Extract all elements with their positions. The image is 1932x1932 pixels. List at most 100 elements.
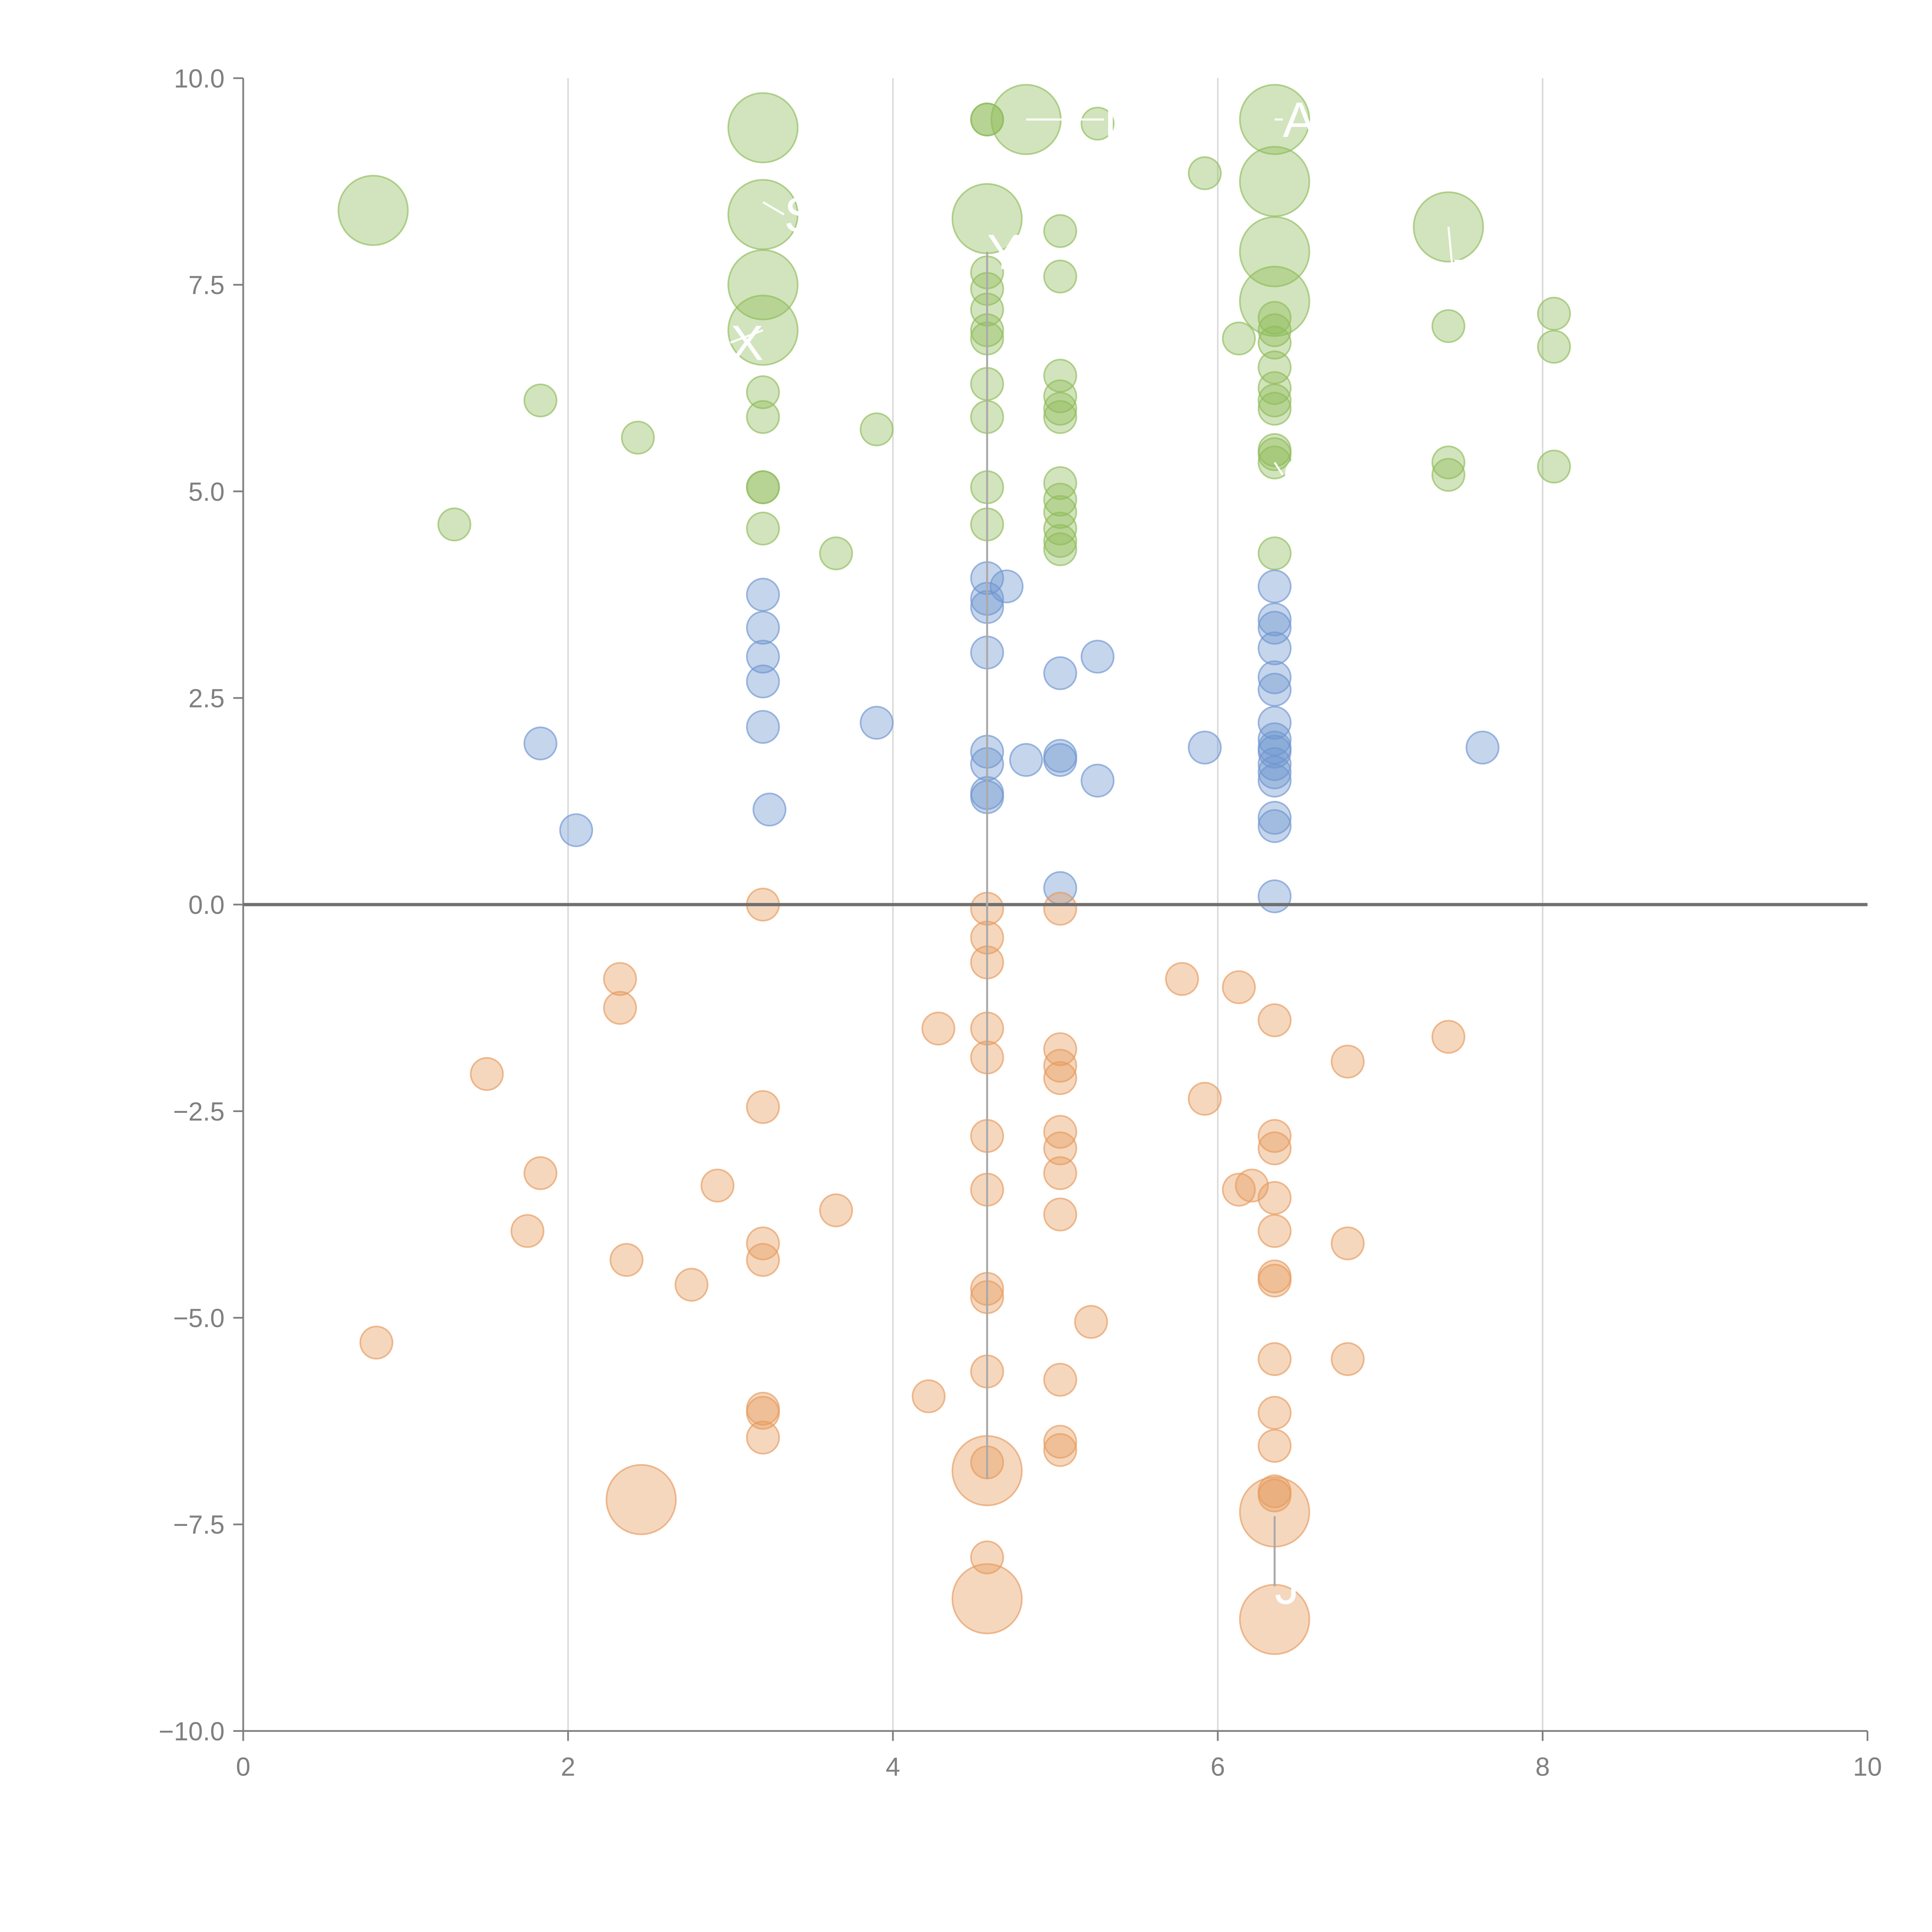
- green-bubble: [1188, 156, 1222, 190]
- blue-bubble: [746, 639, 780, 674]
- green-bubble: [621, 420, 655, 455]
- annotation-label: J: [1275, 1559, 1299, 1614]
- orange-bubble: [746, 1420, 780, 1455]
- y-tick-label: 2.5: [189, 684, 225, 713]
- orange-bubble: [1043, 1131, 1077, 1165]
- blue-bubble: [1080, 639, 1115, 674]
- orange-bubble: [1257, 1478, 1292, 1513]
- orange-bubble: [674, 1268, 709, 1302]
- orange-bubble: [951, 1563, 1023, 1634]
- green-bubble: [1257, 313, 1292, 347]
- annotation-label: Y: [987, 224, 1020, 280]
- green-bubble: [1239, 146, 1310, 217]
- blue-bubble: [746, 611, 780, 645]
- green-bubble: [746, 375, 780, 409]
- y-tick-label: 5.0: [189, 478, 225, 507]
- orange-bubble: [1331, 1226, 1365, 1260]
- green-bubble: [523, 383, 558, 418]
- green-bubble: [1257, 371, 1292, 405]
- green-bubble: [1043, 400, 1077, 434]
- orange-bubble: [1222, 970, 1256, 1004]
- green-bubble: [727, 92, 799, 163]
- orange-bubble: [1043, 1197, 1077, 1231]
- blue-bubble: [1257, 764, 1292, 798]
- blue-bubble: [1465, 730, 1500, 765]
- orange-bubble: [470, 1057, 504, 1091]
- green-bubble: [1043, 512, 1077, 546]
- orange-bubble: [1257, 1342, 1292, 1376]
- orange-bubble: [1257, 1131, 1292, 1165]
- blue-bubble: [1257, 735, 1292, 769]
- annotation-leader: [762, 201, 785, 216]
- y-tick-label: −2.5: [173, 1097, 224, 1126]
- blue-bubble: [859, 706, 894, 740]
- orange-bubble: [510, 1214, 544, 1248]
- axes: [242, 78, 1868, 1732]
- green-bubble: [1257, 437, 1292, 471]
- blue-bubble: [1043, 656, 1077, 690]
- orange-bubble: [921, 1012, 956, 1046]
- orange-bubble: [1043, 1061, 1077, 1095]
- green-bubble: [1043, 391, 1077, 426]
- green-bubble: [859, 412, 894, 447]
- point-labels: S L AS T O X Y J: [730, 92, 1484, 1614]
- green-bubble: [1043, 524, 1077, 558]
- blue-bubble: [1257, 801, 1292, 835]
- orange-bubble: [609, 1243, 644, 1277]
- green-bubble: [437, 507, 471, 542]
- y-tick-label: 0.0: [189, 891, 225, 920]
- green-bubble: [819, 536, 853, 570]
- orange-bubble: [701, 1168, 735, 1203]
- x-tick-label: 6: [1211, 1752, 1225, 1781]
- annotation-label: O: [1283, 448, 1321, 503]
- green-bubble: [1431, 445, 1466, 480]
- x-tick-label: 10: [1853, 1752, 1882, 1781]
- orange-bubble: [912, 1379, 946, 1413]
- blue-bubble: [746, 664, 780, 699]
- blue-bubble: [1257, 755, 1292, 789]
- green-bubble: [1043, 532, 1077, 566]
- orange-bubble: [746, 1243, 780, 1277]
- orange-bubble: [1257, 1181, 1292, 1215]
- orange-bubble: [746, 1090, 780, 1124]
- blue-bubble: [1043, 743, 1077, 777]
- orange-bubble: [1235, 1168, 1269, 1203]
- annotation-label: T: [1453, 250, 1483, 305]
- orange-bubble: [1043, 1433, 1077, 1467]
- y-tick-label: −10.0: [159, 1717, 225, 1746]
- blue-bubble: [1009, 743, 1043, 777]
- green-bubble: [746, 470, 780, 504]
- orange-bubble: [746, 1396, 780, 1430]
- green-bubble: [1431, 309, 1466, 343]
- green-bubble: [970, 102, 1004, 137]
- green-bubble: [1257, 536, 1292, 570]
- orange-bubble: [523, 1156, 558, 1190]
- annotation-label: S: [784, 187, 817, 243]
- orange-bubble: [1043, 1156, 1077, 1190]
- y-tick-label: −7.5: [173, 1510, 224, 1539]
- orange-bubble: [1257, 1003, 1292, 1037]
- ticks: 0 2 4 6 8 10 −10.0 −7.5 −5.0 −2.5 0.0 2.5 5.0 7.5 10.0: [159, 64, 1882, 1781]
- green-bubble: [746, 400, 780, 434]
- orange-bubble: [1257, 1119, 1292, 1153]
- green-bubble: [727, 249, 799, 320]
- blue-bubble: [1080, 764, 1115, 798]
- orange-bubble: [1043, 1425, 1077, 1459]
- orange-bubble: [1043, 1049, 1077, 1083]
- blue-bubble: [752, 793, 787, 827]
- orange-bubble: [1165, 962, 1199, 996]
- annotation-label: AS: [1283, 92, 1349, 148]
- blue-bubble: [1257, 809, 1292, 843]
- green-bubble: [1043, 214, 1077, 248]
- blue-bubble: [746, 578, 780, 612]
- blue-bubble: [1257, 569, 1292, 604]
- green-bubble: [1257, 391, 1292, 426]
- orange-bubble: [1043, 1362, 1077, 1397]
- bubbles: [337, 84, 1571, 1655]
- green-bubble: [1257, 301, 1292, 335]
- orange-bubble: [819, 1193, 853, 1228]
- green-bubble: [1537, 330, 1571, 364]
- x-tick-label: 8: [1536, 1752, 1550, 1781]
- orange-bubble: [359, 1325, 393, 1360]
